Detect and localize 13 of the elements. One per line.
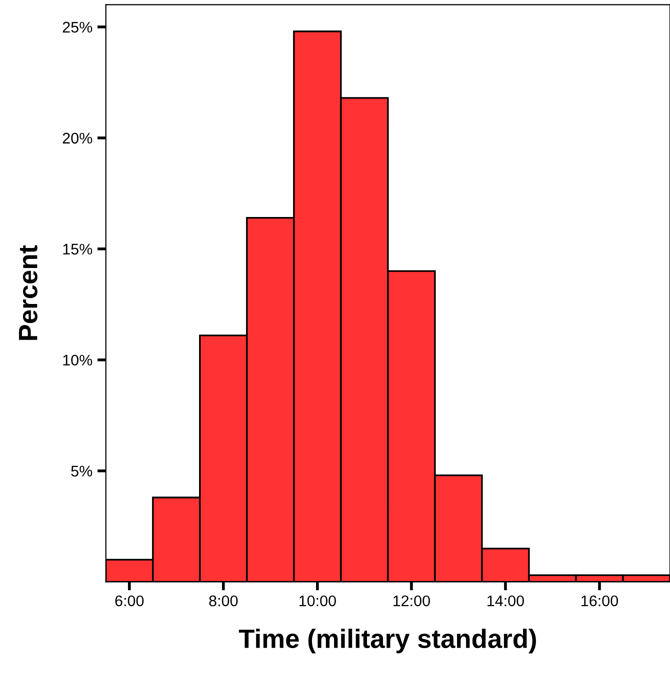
- y-tick-label: 5%: [71, 466, 92, 477]
- x-tick-label: 12:00: [393, 595, 430, 606]
- x-tick-label: 14:00: [488, 595, 524, 606]
- y-tick-label: 20%: [62, 132, 92, 144]
- y-axis-title: Percent: [19, 245, 38, 340]
- x-tick-label: 16:00: [582, 595, 618, 606]
- y-tick-label: 10%: [63, 354, 92, 366]
- x-tick-label: 10:00: [299, 595, 336, 606]
- x-axis-title: Time (military standard): [238, 628, 536, 654]
- y-tick-label: 15%: [63, 244, 92, 255]
- x-tick-label: 8:00: [209, 595, 238, 606]
- x-tick-label: 6:00: [115, 595, 144, 606]
- y-tick-label: 25%: [62, 22, 92, 33]
